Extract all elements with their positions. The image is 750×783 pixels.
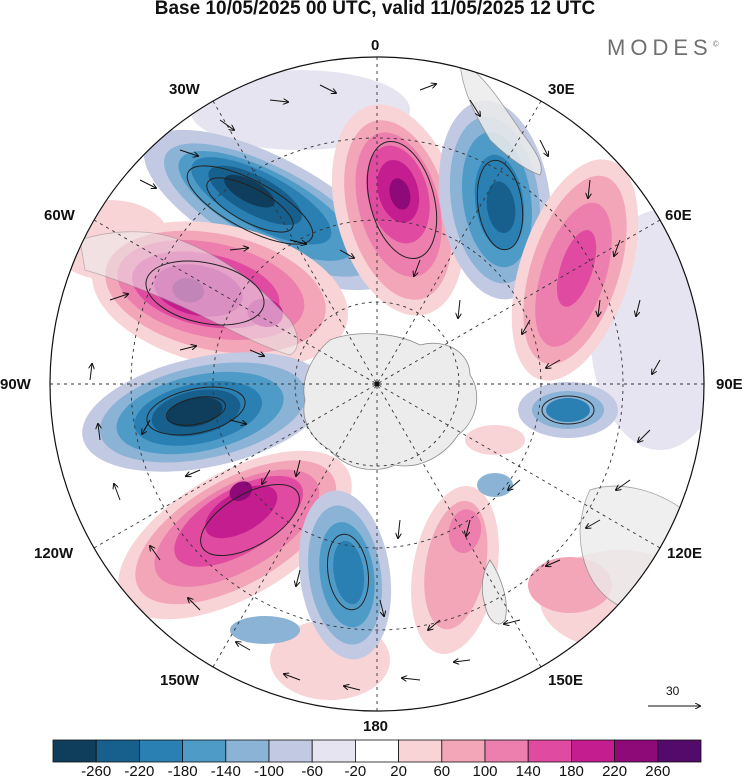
map-boundary <box>49 56 705 712</box>
colorbar-swatch <box>614 739 659 763</box>
colorbar-tick-labels: -260 -220 -180 -140 -100 -60 -20 20 60 100 140 180 2… <box>0 763 750 783</box>
colorbar-tick: 20 <box>390 763 407 780</box>
contours <box>145 140 595 611</box>
positive-anomaly-4 <box>118 450 352 620</box>
colorbar-swatch <box>657 739 702 763</box>
colorbar-swatch <box>95 739 140 763</box>
label-30e: 30E <box>548 81 575 98</box>
colorbar-tick: -260 <box>81 763 112 780</box>
colorbar-swatch <box>441 739 486 763</box>
colorbar-tick: 180 <box>558 763 584 780</box>
wind-vectors <box>90 84 661 691</box>
colorbar-swatch <box>571 739 616 763</box>
colorbar-swatch <box>354 739 399 763</box>
positive-anomaly-5 <box>411 485 499 655</box>
brand-text: MODES <box>607 35 713 60</box>
label-150w: 150W <box>160 672 200 689</box>
negative-anomaly-5 <box>230 616 300 644</box>
colorbar-swatch <box>484 739 529 763</box>
colorbar-swatch <box>225 739 270 763</box>
label-60e: 60E <box>665 207 692 224</box>
south-america-outline <box>79 231 298 356</box>
reference-vector-label: 30 <box>666 684 680 698</box>
label-60w: 60W <box>44 207 75 224</box>
colorbar-swatch <box>52 739 97 763</box>
colorbar-tick: 60 <box>433 763 451 780</box>
label-120w: 120W <box>34 545 74 562</box>
positive-anomaly-1 <box>331 104 465 316</box>
brand-mark: © <box>712 39 719 49</box>
colorbar-tick: 260 <box>645 763 671 780</box>
label-0: 0 <box>371 37 380 54</box>
modes-logo: MODES© <box>607 35 719 61</box>
label-180: 180 <box>363 718 389 735</box>
colorbar-swatch <box>311 739 356 763</box>
label-90w: 90W <box>0 376 31 393</box>
colorbar-swatch <box>527 739 572 763</box>
colorbar-swatch <box>182 739 227 763</box>
label-90e: 90E <box>716 376 743 393</box>
colorbar-tick: 100 <box>472 763 498 780</box>
graticule <box>50 57 704 711</box>
negative-anomaly-6 <box>518 382 618 438</box>
colorbar-tick: -180 <box>167 763 198 780</box>
chart-title: Base 10/05/2025 00 UTC, valid 11/05/2025… <box>154 0 596 19</box>
colorbar-tick: -60 <box>301 763 324 780</box>
colorbar-tick: -20 <box>344 763 367 780</box>
colorbar-tick: -220 <box>124 763 155 780</box>
colorbar-swatch <box>268 739 313 763</box>
colorbar-swatch <box>398 739 443 763</box>
anomaly-field <box>50 57 704 711</box>
label-30w: 30W <box>169 81 200 98</box>
africa-outline <box>459 61 542 176</box>
colorbar-tick: -100 <box>253 763 285 780</box>
colorbar-tick: -140 <box>210 763 241 780</box>
colorbar-tick: 220 <box>602 763 628 780</box>
negative-anomaly-3 <box>82 352 328 472</box>
colorbar-swatch <box>138 739 183 763</box>
label-120e: 120E <box>667 545 703 562</box>
positive-anomaly-2 <box>511 159 639 381</box>
colorbar-tick: 140 <box>515 763 541 780</box>
label-150e: 150E <box>548 672 584 689</box>
colorbar <box>52 739 702 763</box>
